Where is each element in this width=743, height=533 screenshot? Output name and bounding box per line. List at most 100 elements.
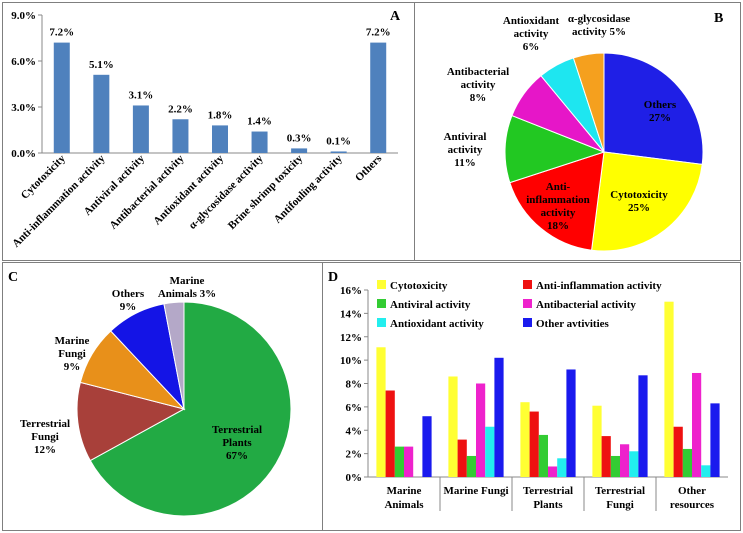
- d-bar: [385, 390, 395, 477]
- b-slice-label: Anti-: [546, 181, 571, 193]
- a-bar: [172, 119, 189, 153]
- d-bar: [701, 465, 711, 477]
- panel-a: [2, 2, 415, 261]
- b-slice-label: 8%: [470, 92, 487, 104]
- d-category-label: Plants: [533, 499, 563, 511]
- d-legend-label: Anti-inflammation activity: [536, 280, 662, 292]
- a-bar: [93, 74, 110, 153]
- d-category-label: resources: [670, 499, 715, 511]
- c-slice-label: Marine: [170, 275, 205, 287]
- d-category-label: Terrestrial: [595, 485, 645, 497]
- b-slice-label: Antioxidant: [503, 15, 560, 27]
- a-bar: [53, 42, 70, 153]
- b-slice-label: 11%: [454, 157, 475, 169]
- chart-a: 0.0%3.0%6.0%9.0%7.2%Cytotoxicity5.1%Anti…: [10, 10, 398, 250]
- d-ytick-label: 12%: [340, 332, 362, 344]
- a-value-label: 1.8%: [208, 109, 233, 121]
- a-bar: [330, 151, 347, 153]
- b-slice-label: α-glycosidase: [568, 13, 630, 25]
- a-value-label: 2.2%: [168, 103, 193, 115]
- d-category-label: Other: [678, 485, 706, 497]
- d-ytick-label: 0%: [346, 472, 363, 484]
- d-bar: [520, 402, 530, 477]
- b-slice-label: activity: [461, 79, 496, 91]
- d-bar: [529, 411, 539, 477]
- c-slice-label: Plants: [222, 437, 252, 449]
- b-slice-label: 27%: [649, 112, 671, 124]
- d-ytick-label: 16%: [340, 285, 362, 297]
- a-ytick-label: 6.0%: [11, 56, 36, 68]
- d-legend-label: Antiviral activity: [390, 299, 471, 311]
- d-ytick-label: 6%: [346, 402, 363, 414]
- d-bar: [494, 357, 504, 477]
- c-slice-label: Others: [112, 288, 145, 300]
- b-slice-label: 25%: [628, 202, 650, 214]
- b-slice: [504, 114, 606, 184]
- d-bar: [404, 446, 414, 477]
- d-bar: [485, 426, 495, 477]
- d-bar: [673, 426, 683, 477]
- d-legend-label: Other avtivities: [536, 318, 610, 330]
- b-slice-label: Antibacterial: [447, 66, 509, 78]
- d-bar: [682, 448, 692, 477]
- a-bar: [370, 42, 387, 153]
- b-slice-label: Others: [644, 99, 677, 111]
- panel-a-letter: A: [390, 9, 401, 24]
- d-bar: [457, 439, 467, 477]
- b-slice: [603, 52, 704, 165]
- a-category-label: Others: [353, 152, 385, 184]
- b-slice-label: 6%: [523, 41, 540, 53]
- a-category-label: Antioxidant activity: [151, 152, 226, 227]
- a-bar: [132, 105, 149, 153]
- d-legend-swatch: [523, 280, 532, 289]
- b-slice-label: activity: [541, 207, 576, 219]
- d-bar: [620, 444, 630, 477]
- panel-d-letter: D: [328, 270, 338, 285]
- a-category-label: Brine shrimp toxicity: [226, 152, 306, 232]
- a-category-label: Antibacterial activity: [107, 152, 186, 231]
- d-bar: [692, 372, 702, 477]
- d-category-label: Marine: [387, 485, 422, 497]
- a-bar: [251, 131, 268, 153]
- c-slice-label: 12%: [34, 444, 56, 456]
- d-bar: [629, 451, 639, 477]
- b-slice: [591, 151, 703, 252]
- c-slice-label: 9%: [64, 361, 81, 373]
- d-legend-swatch: [377, 299, 386, 308]
- c-slice-label: 67%: [226, 450, 248, 462]
- d-ytick-label: 8%: [346, 379, 363, 391]
- panel-b-letter: B: [714, 11, 723, 26]
- c-slice: [89, 301, 292, 517]
- a-category-label: α-glycosidase activity: [187, 152, 266, 231]
- d-legend-label: Cytotoxicity: [390, 280, 448, 292]
- b-slice-label: Antiviral: [444, 131, 487, 143]
- a-ytick-label: 0.0%: [11, 148, 36, 160]
- a-bar: [212, 125, 228, 153]
- d-bar: [610, 455, 620, 477]
- a-bar: [291, 148, 308, 153]
- a-value-label: 0.3%: [287, 132, 312, 144]
- b-slice-label: 18%: [547, 220, 569, 232]
- chart-d: 0% 2% 4% 6% 8% 10% 12% 14% 16% Marine Animals Marin…: [340, 280, 728, 511]
- d-bar: [422, 416, 432, 477]
- c-slice-label: Terrestrial: [212, 424, 262, 436]
- d-bar: [394, 446, 404, 477]
- d-legend-swatch: [523, 318, 532, 327]
- d-category-label: Terrestrial: [523, 485, 573, 497]
- b-slice-label: activity: [448, 144, 483, 156]
- b-slice: [572, 52, 605, 153]
- c-slice-label: 9%: [120, 301, 137, 313]
- d-bar: [548, 466, 558, 477]
- d-bar: [601, 436, 611, 477]
- a-category-label: Antifouling activity: [272, 152, 345, 225]
- d-bar: [376, 347, 386, 477]
- d-bar: [592, 405, 602, 477]
- a-value-label: 3.1%: [129, 89, 154, 101]
- a-ytick-label: 9.0%: [11, 10, 36, 22]
- d-ytick-label: 10%: [340, 355, 362, 367]
- d-legend-label: Antioxidant activity: [390, 318, 484, 330]
- d-bar: [448, 376, 458, 477]
- a-ytick-label: 3.0%: [11, 102, 36, 114]
- d-bar: [466, 455, 476, 477]
